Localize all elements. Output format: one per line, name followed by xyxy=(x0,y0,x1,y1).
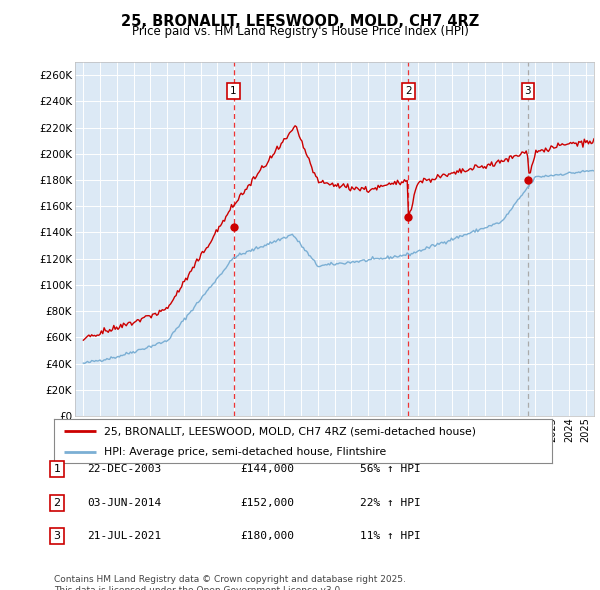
Text: 1: 1 xyxy=(53,464,61,474)
Text: Contains HM Land Registry data © Crown copyright and database right 2025.
This d: Contains HM Land Registry data © Crown c… xyxy=(54,575,406,590)
Text: 11% ↑ HPI: 11% ↑ HPI xyxy=(360,532,421,541)
Text: £144,000: £144,000 xyxy=(240,464,294,474)
Text: £152,000: £152,000 xyxy=(240,498,294,507)
Text: 22% ↑ HPI: 22% ↑ HPI xyxy=(360,498,421,507)
Text: Price paid vs. HM Land Registry's House Price Index (HPI): Price paid vs. HM Land Registry's House … xyxy=(131,25,469,38)
Text: 3: 3 xyxy=(53,532,61,541)
Text: HPI: Average price, semi-detached house, Flintshire: HPI: Average price, semi-detached house,… xyxy=(104,447,386,457)
Text: 3: 3 xyxy=(524,86,531,96)
Text: 56% ↑ HPI: 56% ↑ HPI xyxy=(360,464,421,474)
Text: 1: 1 xyxy=(230,86,237,96)
Text: 21-JUL-2021: 21-JUL-2021 xyxy=(87,532,161,541)
Text: £180,000: £180,000 xyxy=(240,532,294,541)
Text: 03-JUN-2014: 03-JUN-2014 xyxy=(87,498,161,507)
Text: 22-DEC-2003: 22-DEC-2003 xyxy=(87,464,161,474)
Text: 2: 2 xyxy=(53,498,61,507)
Text: 25, BRONALLT, LEESWOOD, MOLD, CH7 4RZ: 25, BRONALLT, LEESWOOD, MOLD, CH7 4RZ xyxy=(121,14,479,28)
Text: 25, BRONALLT, LEESWOOD, MOLD, CH7 4RZ (semi-detached house): 25, BRONALLT, LEESWOOD, MOLD, CH7 4RZ (s… xyxy=(104,427,476,436)
Text: 2: 2 xyxy=(405,86,412,96)
